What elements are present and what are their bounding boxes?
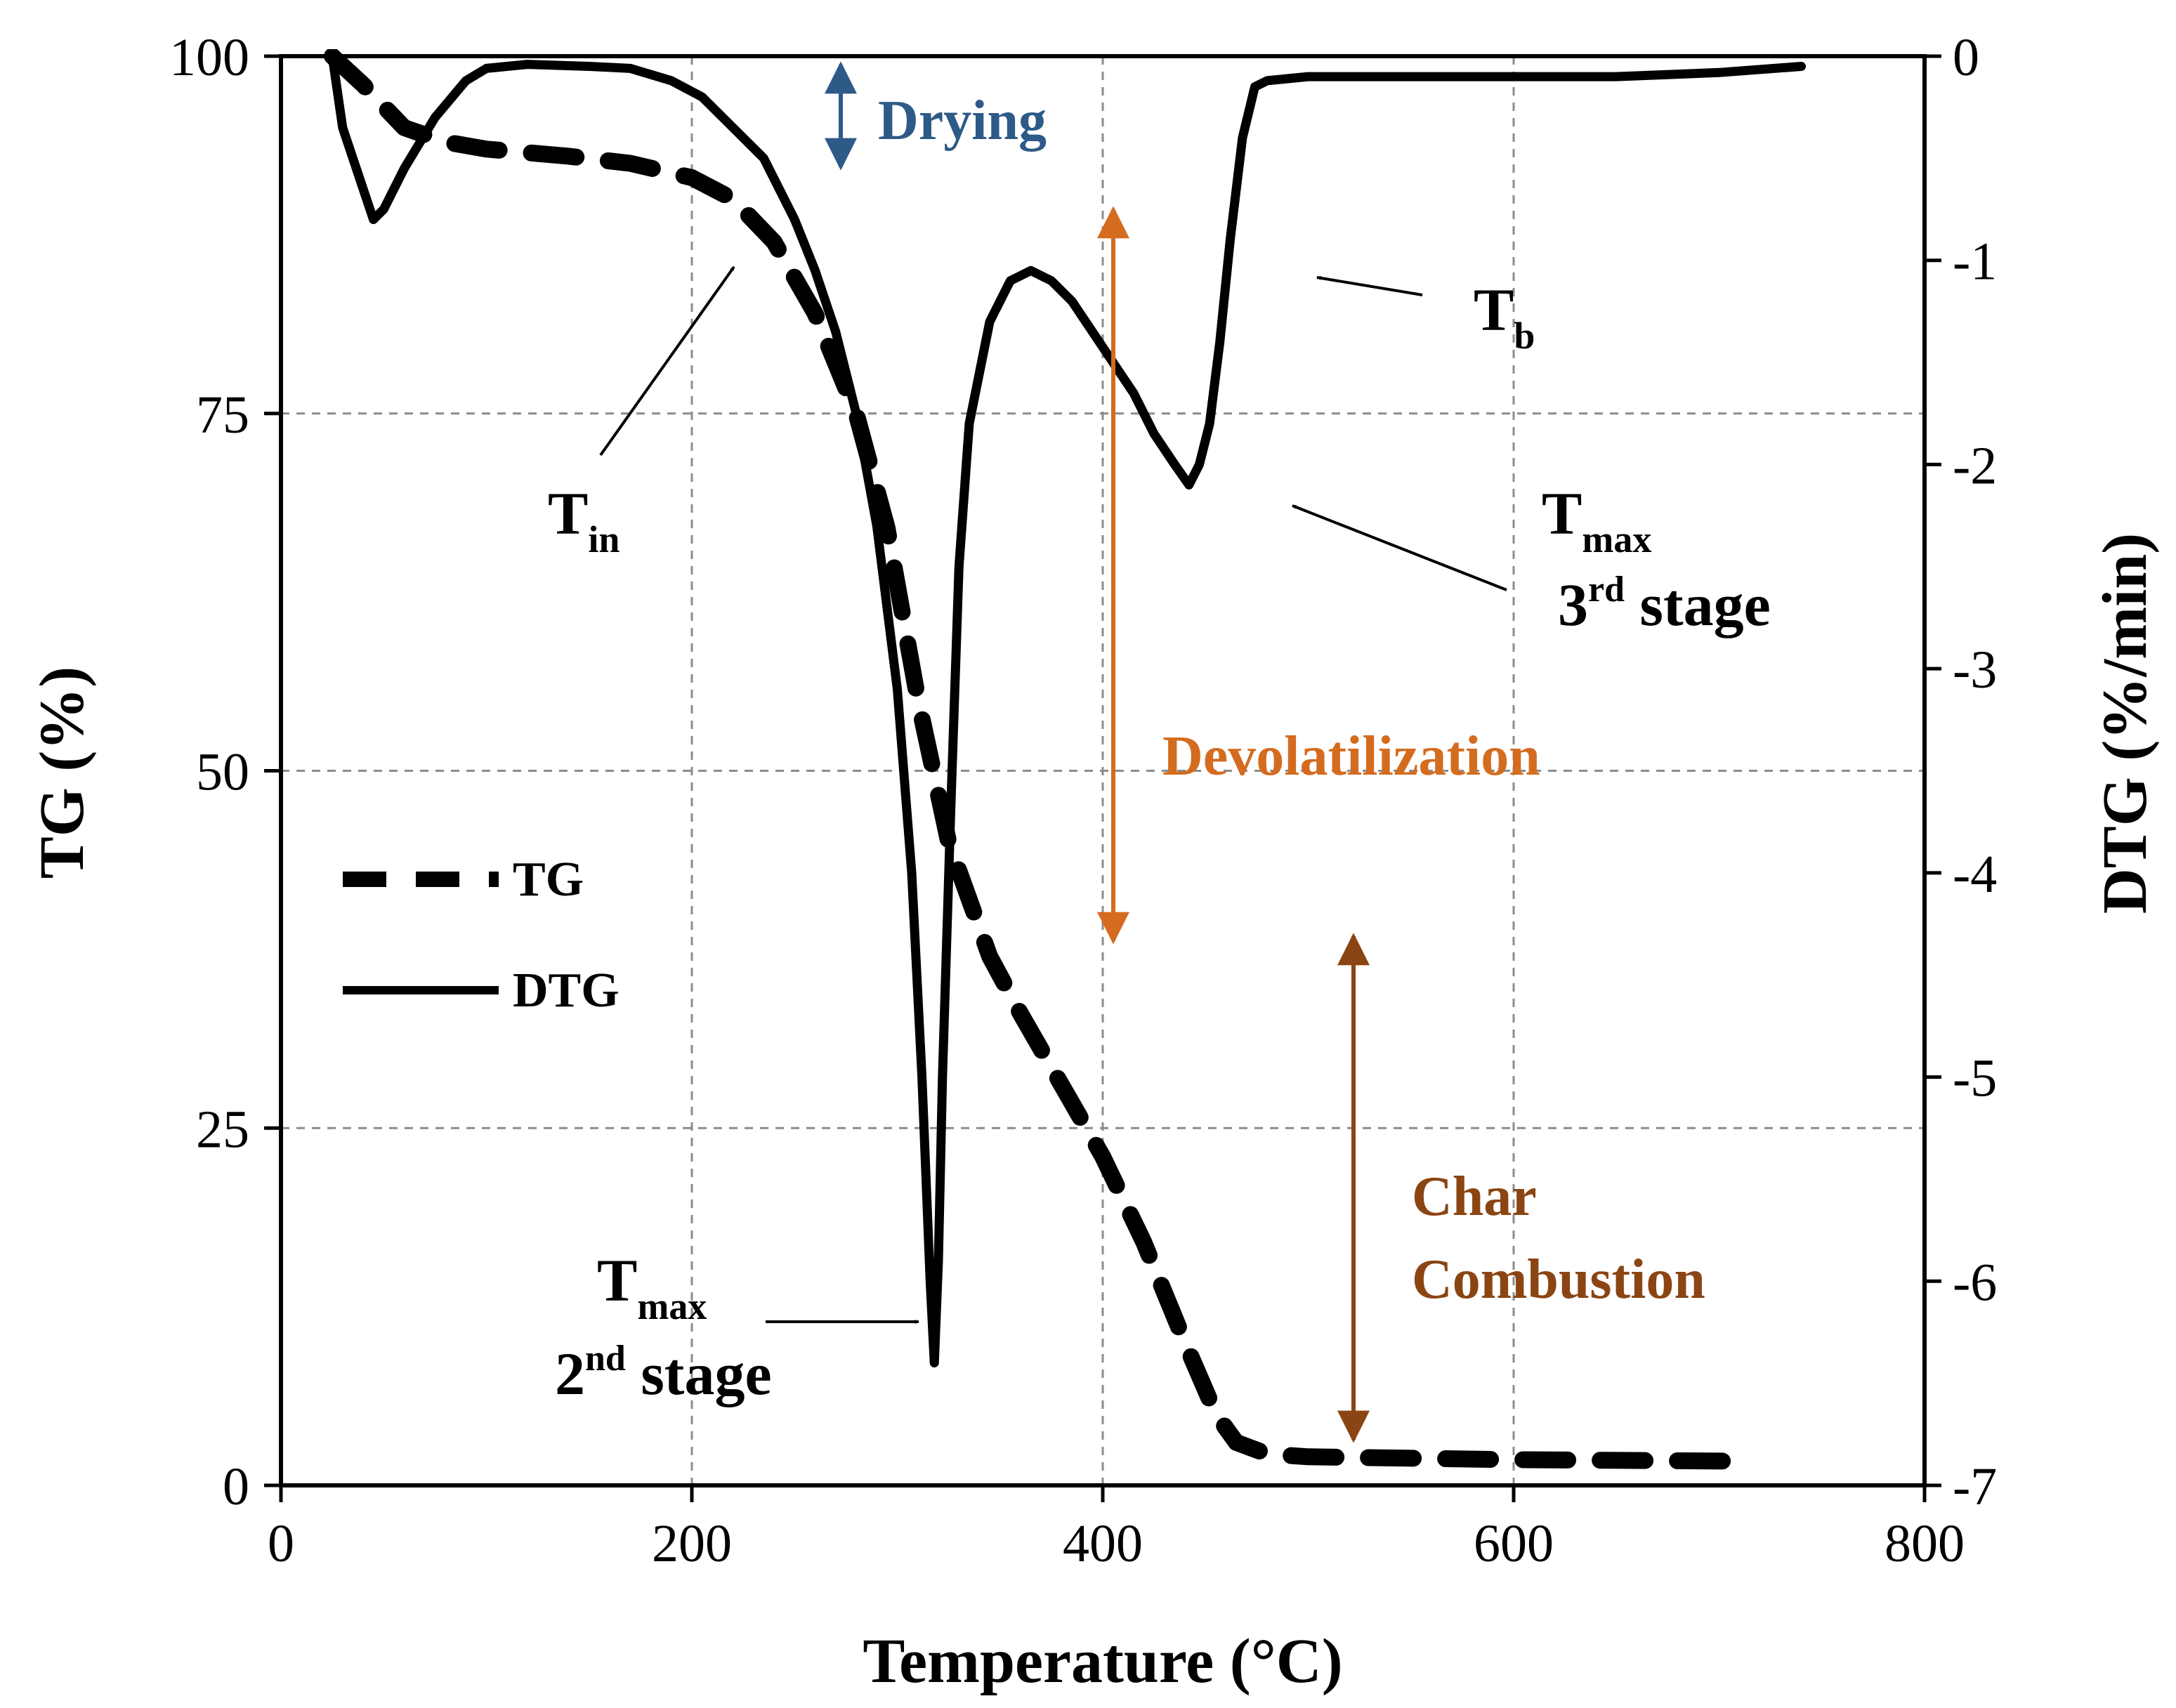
char-combustion-stage-label-line2: Combustion: [1412, 1249, 1705, 1310]
x-tick-label: 400: [1063, 1514, 1143, 1573]
tin-pointer-arrow: [599, 265, 735, 456]
tin-label: Tin: [548, 480, 620, 560]
x-tick-label: 800: [1885, 1514, 1965, 1573]
y-tick-label: 75: [196, 386, 249, 445]
tmax-2nd-stage-label: Tmax: [597, 1247, 707, 1327]
tb-pointer-arrow: [1316, 275, 1423, 296]
y2-axis-title: DTG (%/min): [2090, 533, 2160, 914]
y2-tick-label: -3: [1953, 640, 1997, 699]
y2-tick-label: -2: [1953, 436, 1997, 495]
y2-tick-label: -4: [1953, 845, 1997, 904]
x-tick-label: 600: [1474, 1514, 1554, 1573]
y-axis-title: TG (%): [27, 666, 97, 879]
y-tick-label: 100: [169, 28, 249, 87]
series-layer: [324, 49, 1806, 1470]
y2-tick-label: 0: [1953, 28, 1979, 87]
y2-tick-label: -1: [1953, 232, 1997, 291]
x-axis-title: Temperature (°C): [863, 1627, 1342, 1696]
tmax-2nd-stage-sublabel: 2nd stage: [555, 1339, 772, 1407]
tmax3-pointer-arrow: [1292, 504, 1507, 591]
y-tick-label: 50: [196, 743, 249, 802]
y-tick-label: 25: [196, 1100, 249, 1159]
legend: TG DTG: [343, 853, 620, 1018]
x-tick-label: 200: [652, 1514, 732, 1573]
series-line-dtg: [327, 51, 1806, 1368]
x-tick-label: 0: [268, 1514, 294, 1573]
y2-tick-label: -7: [1953, 1457, 1997, 1516]
y-tick-label: 0: [223, 1457, 249, 1516]
legend-dtg-label: DTG: [513, 964, 620, 1018]
y2-tick-label: -5: [1953, 1049, 1997, 1108]
devolatilization-stage-label: Devolatilization: [1162, 725, 1540, 787]
tmax-3rd-stage-label: Tmax: [1542, 480, 1651, 560]
legend-tg-label: TG: [513, 853, 584, 907]
drying-stage-label: Drying: [878, 90, 1047, 152]
axis-ticks: 0 200 400 600 800 0 25 50 75 100 0 -1 -2 -3 -4 -5 -6 -7: [169, 28, 1997, 1573]
tb-label: Tb: [1474, 276, 1535, 357]
y2-tick-label: -6: [1953, 1253, 1997, 1312]
char-combustion-stage-label: Char: [1412, 1166, 1537, 1228]
tmax-3rd-stage-sublabel: 3rd stage: [1558, 570, 1771, 638]
